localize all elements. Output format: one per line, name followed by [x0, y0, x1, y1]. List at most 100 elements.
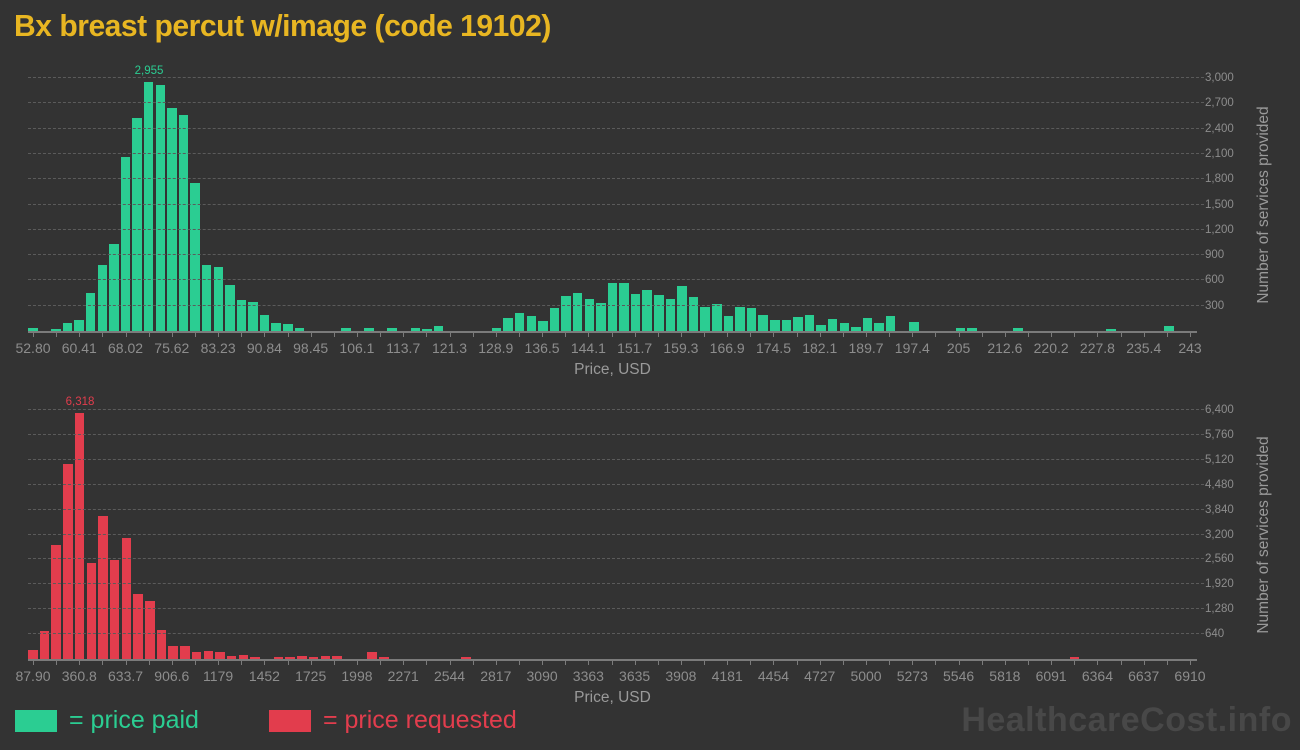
y-axis-tick-label: 4,480 [1205, 478, 1234, 491]
gridline [28, 127, 1204, 129]
x-axis-tick-mark [542, 661, 544, 665]
histogram-bar [320, 655, 331, 659]
x-axis-tick-mark [1097, 333, 1099, 337]
histogram-bar [584, 298, 594, 331]
y-axis-tick-label: 6,400 [1205, 404, 1234, 416]
x-axis-tick-label: 151.7 [617, 340, 653, 356]
x-axis-tick-mark [218, 661, 220, 665]
x-axis-tick-label: 3908 [665, 668, 697, 684]
x-axis-tick-label: 1998 [341, 668, 373, 684]
histogram-bar [1106, 328, 1116, 331]
x-axis-tick-label: 182.1 [802, 340, 838, 356]
x-axis-tick-label: 144.1 [570, 340, 606, 356]
x-axis-tick-mark [1190, 661, 1191, 665]
histogram-bar [770, 320, 780, 331]
histogram-bar [297, 656, 307, 659]
price-paid-bars [28, 78, 1197, 331]
gridline [28, 433, 1204, 435]
histogram-bar [804, 314, 815, 331]
histogram-bar [700, 306, 710, 331]
x-axis-tick-mark [611, 333, 613, 337]
x-axis-tick-mark [842, 333, 844, 337]
y-axis-tick-label: 3,840 [1205, 503, 1234, 516]
price-requested-chart: 6,318 Price, USD Number of services prov… [0, 392, 1300, 707]
x-axis-tick-mark [426, 661, 428, 665]
price-requested-legend-label: = price requested [322, 706, 517, 734]
x-axis-tick-label: 633.7 [108, 668, 144, 684]
x-axis-tick-mark [148, 333, 150, 337]
gridline [28, 508, 1204, 510]
x-axis-tick-mark [171, 333, 173, 337]
histogram-bar [109, 560, 120, 659]
x-axis-tick-label: 106.1 [339, 340, 375, 356]
x-axis-tick-mark [310, 333, 312, 337]
y-axis-tick-label: 3,000 [1205, 72, 1234, 84]
histogram-bar [145, 601, 155, 659]
histogram-bar [422, 329, 432, 331]
x-axis-tick-label: 6364 [1081, 668, 1114, 684]
y-axis-tick-label: 640 [1205, 628, 1225, 641]
x-axis-tick-mark [889, 333, 891, 337]
x-axis-tick-label: 136.5 [524, 340, 560, 356]
x-axis-tick-mark [218, 333, 220, 337]
x-axis-tick-mark [796, 661, 798, 665]
histogram-bar [294, 328, 305, 331]
x-axis-tick-mark [33, 333, 34, 337]
histogram-bar [561, 296, 571, 331]
x-axis-tick-label: 5818 [989, 668, 1021, 684]
x-axis-tick-mark [1166, 661, 1168, 665]
x-axis-tick-mark [264, 661, 266, 665]
x-axis-tick-label: 6091 [1035, 668, 1067, 684]
histogram-bar [387, 328, 397, 331]
x-axis-tick-mark [657, 333, 659, 337]
histogram-bar [642, 290, 652, 331]
histogram-bar [538, 320, 548, 331]
x-axis-tick-label: 5273 [896, 668, 928, 684]
x-axis-tick-mark [56, 661, 58, 665]
x-axis-tick-mark [171, 661, 173, 665]
histogram-bar [461, 657, 471, 659]
x-axis-tick-label: 6910 [1174, 668, 1206, 684]
x-axis-tick-label: 1725 [295, 668, 327, 684]
x-axis-tick-mark [1120, 661, 1122, 665]
x-axis-tick-mark [819, 333, 821, 337]
histogram-bar [735, 306, 745, 331]
x-axis-tick-label: 4181 [711, 668, 743, 684]
x-axis-tick-mark [426, 333, 428, 337]
histogram-bar [201, 265, 212, 331]
x-axis-tick-mark [102, 661, 104, 665]
x-axis-tick-label: 87.90 [15, 668, 51, 684]
histogram-bar [248, 302, 258, 331]
histogram-bar [491, 328, 502, 331]
x-axis-tick-label: 220.2 [1033, 340, 1069, 356]
x-axis-tick-mark [310, 661, 312, 665]
x-axis-tick-mark [1097, 661, 1099, 665]
gridline [28, 533, 1204, 535]
gridline [28, 102, 1204, 104]
histogram-bar [862, 317, 873, 331]
histogram-bar [572, 293, 583, 331]
x-axis-tick-label: 3090 [526, 668, 558, 684]
x-axis-tick-mark [912, 661, 914, 665]
histogram-bar [308, 657, 319, 659]
x-axis-tick-mark [194, 333, 196, 337]
histogram-bar [379, 657, 389, 659]
x-axis-tick-label: 121.3 [431, 340, 468, 356]
x-axis-tick-mark [1166, 333, 1168, 337]
histogram-bar [28, 650, 38, 659]
x-axis-tick-mark [287, 661, 289, 665]
histogram-bar [955, 327, 965, 331]
gridline [28, 77, 1204, 78]
histogram-bar [793, 317, 803, 331]
histogram-bar [283, 324, 293, 331]
x-axis-tick-mark [634, 661, 636, 665]
x-axis-tick-mark [449, 333, 451, 337]
histogram-bar [86, 563, 97, 659]
price-paid-peak-value-label: 2,955 [134, 64, 164, 77]
histogram-bar [213, 266, 223, 331]
x-axis-tick-mark [819, 661, 821, 665]
x-axis-tick-mark [1051, 661, 1053, 665]
legend: = price paid = price requested [15, 706, 517, 735]
x-axis-tick-label: 3635 [619, 668, 651, 684]
y-axis-tick-label: 600 [1205, 274, 1225, 287]
